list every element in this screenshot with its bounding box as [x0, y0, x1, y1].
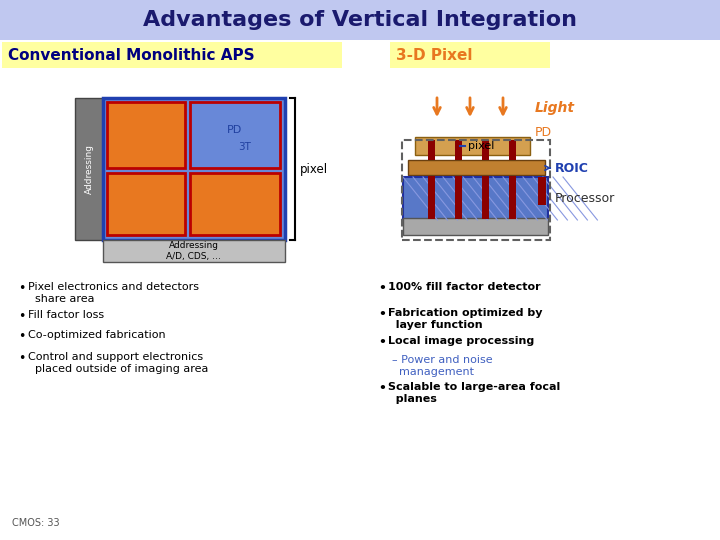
Bar	[103, 240, 285, 262]
Bar	[538, 177, 546, 205]
Bar	[402, 140, 550, 240]
Bar	[403, 218, 548, 235]
Text: CMOS: 33: CMOS: 33	[12, 518, 60, 528]
Bar	[403, 177, 548, 220]
Text: pixel: pixel	[468, 141, 495, 151]
Text: Pixel electronics and detectors
  share area: Pixel electronics and detectors share ar…	[28, 282, 199, 303]
Text: ROIC: ROIC	[555, 161, 589, 174]
Text: •: •	[378, 336, 386, 349]
Text: •: •	[378, 282, 386, 295]
Text: •: •	[378, 382, 386, 395]
Text: 3-D Pixel: 3-D Pixel	[396, 48, 472, 63]
Bar	[103, 98, 285, 240]
Text: PD: PD	[535, 126, 552, 139]
FancyBboxPatch shape	[408, 160, 545, 175]
Text: •: •	[18, 352, 25, 365]
FancyBboxPatch shape	[415, 137, 530, 155]
Text: – Power and noise
  management: – Power and noise management	[392, 355, 492, 376]
Text: 3T: 3T	[238, 142, 251, 152]
Bar	[509, 176, 516, 219]
Text: PD: PD	[228, 125, 243, 135]
Text: Addressing: Addressing	[84, 144, 94, 194]
Bar	[390, 42, 550, 68]
Text: Control and support electronics
  placed outside of imaging area: Control and support electronics placed o…	[28, 352, 208, 374]
Text: pixel: pixel	[300, 163, 328, 176]
Text: •: •	[18, 330, 25, 343]
Bar	[482, 176, 489, 219]
Text: Scalable to large-area focal
  planes: Scalable to large-area focal planes	[388, 382, 560, 403]
Text: Light: Light	[535, 101, 575, 115]
Text: Local image processing: Local image processing	[388, 336, 534, 346]
Bar	[107, 102, 185, 168]
Bar	[75, 98, 103, 240]
Bar	[428, 176, 435, 219]
Bar	[190, 102, 280, 168]
Bar	[190, 173, 280, 235]
Bar	[0, 0, 720, 40]
Text: Addressing
A/D, CDS, …: Addressing A/D, CDS, …	[166, 241, 222, 261]
Text: Conventional Monolithic APS: Conventional Monolithic APS	[8, 48, 255, 63]
Text: •: •	[18, 282, 25, 295]
Text: •: •	[378, 308, 386, 321]
Bar	[107, 173, 185, 235]
Bar	[428, 140, 435, 160]
Bar	[482, 140, 489, 160]
Text: 100% fill factor detector: 100% fill factor detector	[388, 282, 541, 292]
Bar	[2, 42, 342, 68]
Bar	[455, 140, 462, 160]
Text: Advantages of Vertical Integration: Advantages of Vertical Integration	[143, 10, 577, 30]
Text: Processor: Processor	[555, 192, 616, 206]
Bar	[455, 176, 462, 219]
Bar	[509, 140, 516, 160]
Text: Co-optimized fabrication: Co-optimized fabrication	[28, 330, 166, 340]
Text: Fill factor loss: Fill factor loss	[28, 310, 104, 320]
Text: Fabrication optimized by
  layer function: Fabrication optimized by layer function	[388, 308, 542, 329]
Text: •: •	[18, 310, 25, 323]
